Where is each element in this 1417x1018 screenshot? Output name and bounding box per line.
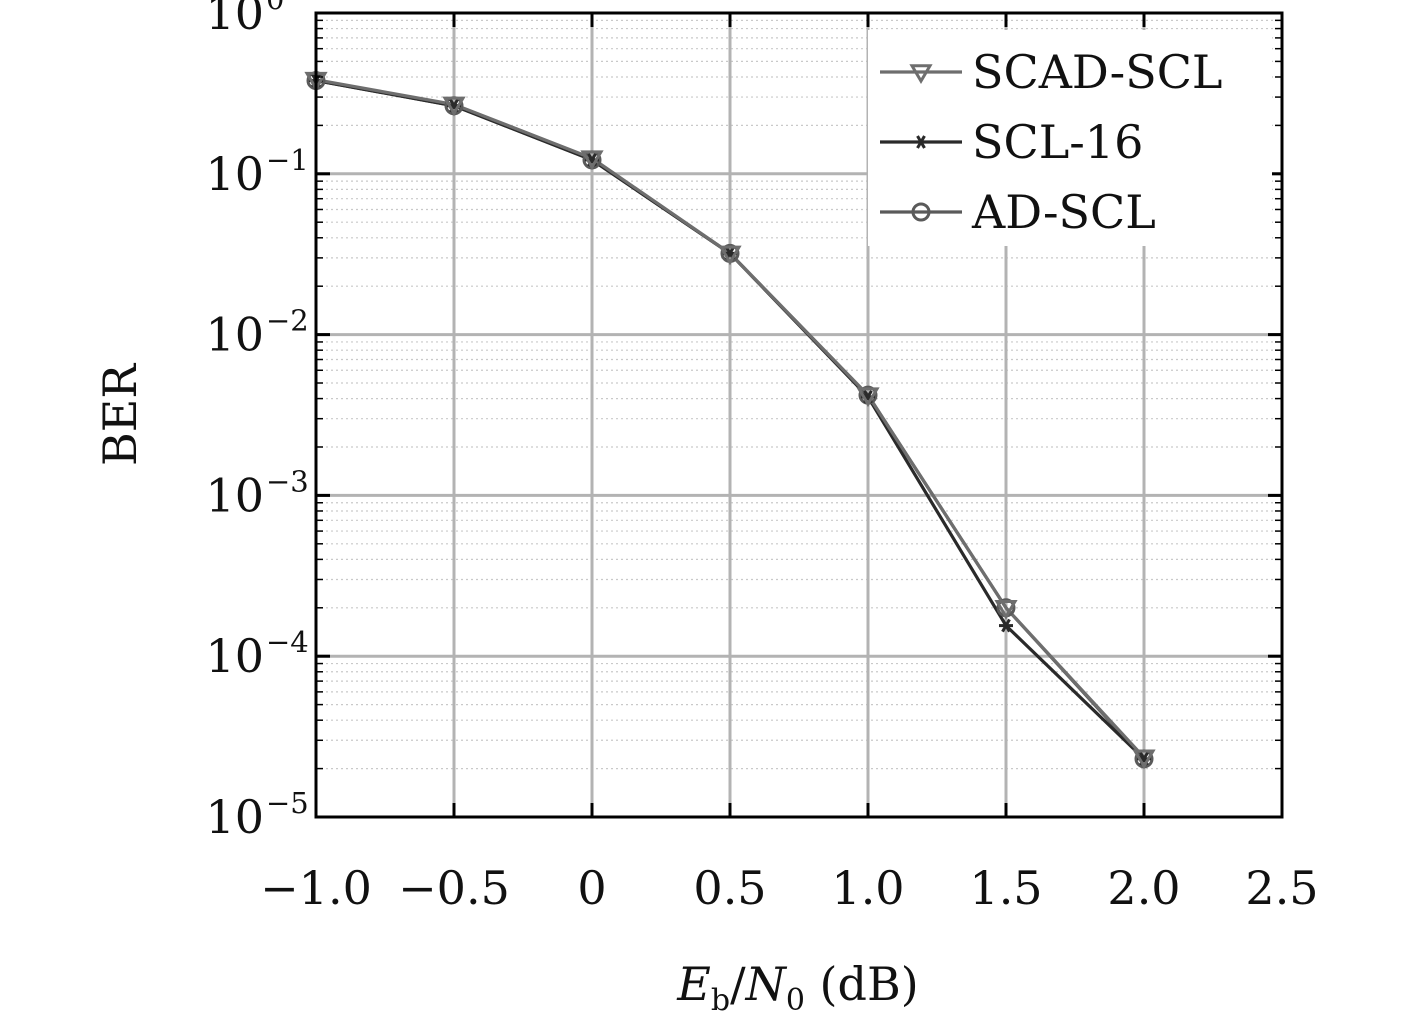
x-tick-label: 1.5	[969, 861, 1042, 915]
data-point-scl-16	[999, 618, 1013, 633]
y-tick-label-exponent: −4	[266, 625, 309, 659]
x-tick-label: −1.0	[260, 861, 372, 915]
data-point-scad-scl	[994, 599, 1018, 620]
legend-label: SCAD-SCL	[972, 45, 1222, 99]
x-tick-label: 0.5	[693, 861, 766, 915]
axis-ticks	[314, 11, 1284, 819]
y-tick-label: 10	[205, 308, 264, 362]
x-tick-label: 1.0	[831, 861, 904, 915]
y-tick-label: 10	[205, 790, 264, 844]
data-point-scad-scl	[580, 150, 604, 171]
x-tick-label: −0.5	[398, 861, 510, 915]
y-tick-label: 10	[205, 0, 264, 40]
y-tick-label: 10	[205, 629, 264, 683]
y-tick-label: 10	[205, 468, 264, 522]
x-tick-label: 0	[577, 861, 606, 915]
legend-label: AD-SCL	[971, 185, 1156, 239]
plot-frame	[314, 11, 1284, 819]
y-tick-label-exponent: −2	[266, 304, 309, 338]
legend-box	[868, 30, 1272, 246]
legend-marker	[911, 202, 931, 222]
y-axis-label: BER	[93, 363, 147, 466]
y-tick-label-exponent: −1	[266, 143, 309, 177]
data-point-scad-scl	[1132, 749, 1156, 770]
legend-label: SCL-16	[972, 115, 1143, 169]
x-axis-label: Eb/N0 (dB)	[676, 957, 918, 1018]
legend-marker	[914, 135, 928, 149]
data-point-scad-scl	[442, 96, 466, 117]
y-tick-label: 10	[205, 147, 264, 201]
legend: SCAD-SCL SCL-16 AD-SCL	[868, 30, 1272, 246]
star-stroke	[1001, 618, 1011, 633]
x-tick-label: 2.5	[1245, 861, 1318, 915]
star-stroke	[916, 135, 926, 149]
series-markers	[304, 71, 1156, 770]
data-point-scad-scl	[718, 245, 742, 266]
data-point-scad-scl	[856, 387, 880, 408]
y-tick-label-exponent: −3	[266, 464, 309, 498]
x-tick-labels: −1.0 −0.5 0 0.5 1.0 1.5 2.0 2.5	[260, 861, 1318, 915]
legend-marker	[909, 64, 933, 84]
y-tick-label-exponent: −5	[266, 786, 309, 820]
x-tick-label: 2.0	[1107, 861, 1180, 915]
y-tick-label-exponent: 0	[266, 0, 284, 16]
y-tick-labels: 10010−110−210−310−410−5	[205, 0, 308, 844]
